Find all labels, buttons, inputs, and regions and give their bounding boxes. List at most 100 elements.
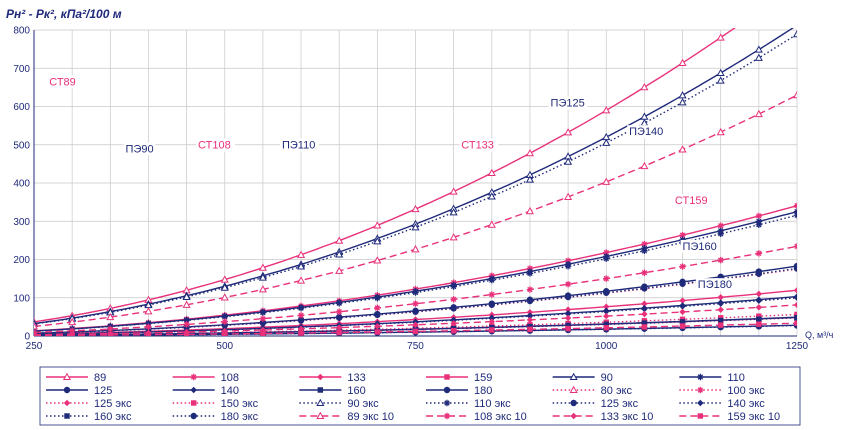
data-point xyxy=(335,250,344,258)
marker-circle xyxy=(63,386,71,394)
data-point xyxy=(564,314,572,322)
curve-label-bg xyxy=(672,194,712,208)
legend-label: 133 экс 10 xyxy=(601,411,654,423)
data-point xyxy=(755,218,763,225)
marker-triangle xyxy=(335,266,344,274)
marker-asterisk xyxy=(443,412,451,420)
data-point xyxy=(603,289,610,296)
marker-diamond xyxy=(374,323,381,330)
marker-asterisk xyxy=(374,294,381,302)
marker-triangle xyxy=(144,307,153,315)
legend-entry: 180 экс xyxy=(172,411,259,423)
curve-label: СТ159 xyxy=(675,195,708,207)
y-tick-label: 100 xyxy=(13,293,30,304)
data-point xyxy=(260,330,266,336)
data-point xyxy=(564,157,573,165)
ticks: 0 100 200 300 400 500 600 700 800 250 500 750 1000 12… xyxy=(13,26,808,353)
data-point xyxy=(641,305,648,313)
curve-label: ПЭ125 xyxy=(551,98,585,110)
legend-entry: 125 экс xyxy=(46,398,132,410)
data-point xyxy=(755,221,763,228)
legend-entry: 89 экс 10 xyxy=(299,411,394,423)
legend-swatch-marker xyxy=(317,387,324,393)
data-point xyxy=(526,312,534,320)
marker-asterisk xyxy=(183,321,190,328)
marker-square xyxy=(527,323,533,330)
data-point xyxy=(603,308,610,315)
marker-asterisk xyxy=(564,257,572,264)
legend-swatch-marker xyxy=(63,386,71,394)
marker-triangle xyxy=(62,372,72,381)
marker-asterisk xyxy=(564,281,572,288)
marker-square xyxy=(183,331,190,336)
marker-asterisk xyxy=(526,286,534,293)
marker-circle xyxy=(488,301,495,308)
legend-entry: 140 xyxy=(172,385,239,397)
marker-triangle xyxy=(716,68,725,77)
data-point xyxy=(564,192,573,200)
marker-asterisk xyxy=(297,304,305,312)
data-point xyxy=(374,311,381,319)
marker-asterisk xyxy=(603,249,610,256)
curve-label: ПЭ160 xyxy=(683,241,717,253)
marker-circle xyxy=(336,314,343,321)
marker-triangle xyxy=(297,250,306,258)
data-point xyxy=(603,321,609,328)
series-89-экс-10 xyxy=(34,90,797,330)
marker-diamond xyxy=(641,310,648,318)
data-point xyxy=(527,323,533,330)
marker-triangle xyxy=(449,233,458,241)
marker-triangle xyxy=(716,76,725,84)
data-point xyxy=(182,300,191,308)
curve-label: ПЭ140 xyxy=(629,126,663,138)
marker-triangle xyxy=(220,293,229,301)
data-point xyxy=(755,270,763,277)
data-point xyxy=(68,317,77,326)
marker-square xyxy=(107,332,114,336)
data-point xyxy=(679,323,686,329)
data-point xyxy=(411,204,420,213)
series-89 xyxy=(34,28,736,325)
legend-entry: 159 xyxy=(426,372,492,384)
marker-circle xyxy=(526,297,534,305)
marker-square xyxy=(260,330,266,336)
marker-triangle xyxy=(678,58,687,66)
legend-label: 180 xyxy=(474,385,492,397)
data-point xyxy=(336,308,343,315)
marker-asterisk xyxy=(717,256,724,264)
marker-diamond xyxy=(603,308,610,315)
data-point xyxy=(564,306,572,313)
data-point xyxy=(679,319,686,325)
data-point xyxy=(449,187,458,195)
y-axis-title: Pн² - Pк², кПа²/100 м xyxy=(6,7,122,21)
marker-triangle xyxy=(678,145,687,153)
marker-asterisk xyxy=(717,230,724,238)
marker-circle xyxy=(564,293,572,301)
marker-triangle xyxy=(411,245,420,253)
marker-triangle xyxy=(792,90,797,99)
data-point xyxy=(258,263,267,271)
marker-triangle xyxy=(640,82,649,91)
data-point xyxy=(717,256,724,264)
data-point xyxy=(527,326,533,333)
marker-triangle xyxy=(258,273,267,281)
marker-asterisk xyxy=(259,309,267,316)
data-point xyxy=(565,325,571,332)
marker-asterisk xyxy=(679,263,686,270)
series-line xyxy=(34,322,797,336)
legend-label: 125 экс xyxy=(601,398,639,410)
data-point xyxy=(792,90,797,99)
data-point xyxy=(298,330,304,336)
series-108-экс-10 xyxy=(34,243,797,336)
data-point xyxy=(640,82,649,91)
marker-square xyxy=(412,328,419,335)
data-point xyxy=(755,250,763,257)
data-point xyxy=(34,322,39,330)
data-point xyxy=(716,127,725,136)
legend-entry: 133 xyxy=(299,372,366,384)
data-point xyxy=(603,249,610,256)
curve-label-bg xyxy=(196,138,236,152)
data-point xyxy=(221,318,228,325)
series-line xyxy=(34,304,797,336)
marker-circle xyxy=(641,285,648,292)
